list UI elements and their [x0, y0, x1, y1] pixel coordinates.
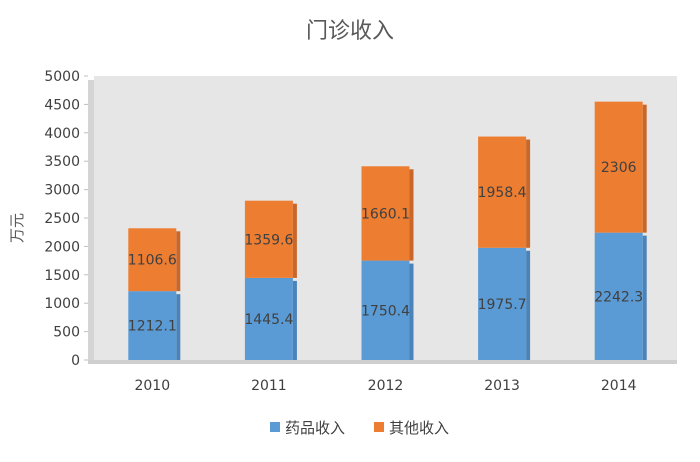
y-tick-label: 1000	[44, 296, 80, 312]
bar-side-shade	[526, 250, 531, 360]
bar-side-shade	[409, 263, 414, 360]
legend-label: 其他收入	[389, 419, 449, 437]
bar-data-label: 2242.3	[594, 289, 643, 305]
bar-segment	[478, 247, 527, 360]
bar-data-label: 1958.4	[478, 185, 527, 201]
bar-data-label: 1660.1	[361, 206, 410, 222]
plot-floor	[88, 360, 677, 364]
bar-data-label: 1975.7	[478, 297, 527, 313]
bar-side-shade	[292, 203, 297, 278]
bar-data-label: 1106.6	[128, 253, 177, 269]
y-tick-label: 0	[71, 353, 80, 369]
bar-data-label: 1359.6	[244, 232, 293, 248]
y-tick-label: 4000	[44, 126, 80, 142]
y-tick-label: 3500	[44, 154, 80, 170]
bar-side-shade	[642, 235, 647, 360]
y-tick-label: 5000	[44, 69, 80, 85]
bar-data-label: 1212.1	[128, 319, 177, 335]
y-tick-label: 500	[53, 325, 80, 341]
bar-data-label: 2306	[601, 160, 637, 176]
x-tick-label: 2012	[368, 378, 404, 394]
bar-side-shade	[409, 169, 414, 261]
x-tick-label: 2010	[134, 378, 170, 394]
bar-segment	[244, 277, 293, 360]
x-tick-label: 2011	[251, 378, 287, 394]
bar-segment	[478, 136, 527, 248]
plot-side-wall	[88, 80, 94, 360]
bar-data-label: 1445.4	[244, 312, 293, 328]
legend-swatch	[270, 422, 280, 432]
y-tick-label: 1500	[44, 268, 80, 284]
bar-side-shade	[176, 231, 181, 292]
y-tick-label: 2000	[44, 239, 80, 255]
y-tick-label: 2500	[44, 211, 80, 227]
bar-segment	[361, 166, 410, 261]
legend: 药品收入 其他收入	[270, 419, 449, 437]
y-axis-label: 万元	[8, 213, 26, 243]
bar-segment	[594, 101, 643, 233]
y-tick-label: 3000	[44, 183, 80, 199]
bar-segment	[128, 291, 177, 360]
bar-segment	[128, 228, 177, 292]
legend-label: 药品收入	[285, 419, 345, 437]
y-tick-label: 4500	[44, 97, 80, 113]
bar-side-shade	[292, 280, 297, 360]
legend-swatch	[374, 422, 384, 432]
bar-side-shade	[176, 294, 181, 360]
bar-side-shade	[642, 104, 647, 233]
bar-data-label: 1750.4	[361, 303, 410, 319]
bar-segment	[594, 232, 643, 360]
bar-segment	[244, 200, 293, 278]
bar-side-shade	[526, 139, 531, 248]
x-tick-label: 2013	[484, 378, 520, 394]
x-tick-label: 2014	[601, 378, 637, 394]
bar-segment	[361, 260, 410, 360]
chart-title: 门诊收入	[306, 19, 394, 44]
